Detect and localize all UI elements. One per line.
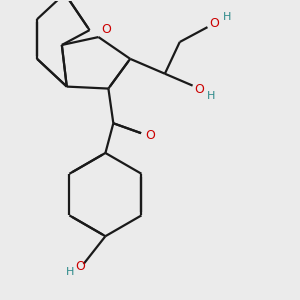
Text: H: H <box>207 91 216 100</box>
Text: O: O <box>195 83 205 96</box>
Text: O: O <box>101 22 111 36</box>
Text: O: O <box>209 17 219 30</box>
Text: H: H <box>66 267 74 277</box>
Text: H: H <box>223 12 232 22</box>
Text: O: O <box>145 129 155 142</box>
Text: O: O <box>76 260 85 273</box>
